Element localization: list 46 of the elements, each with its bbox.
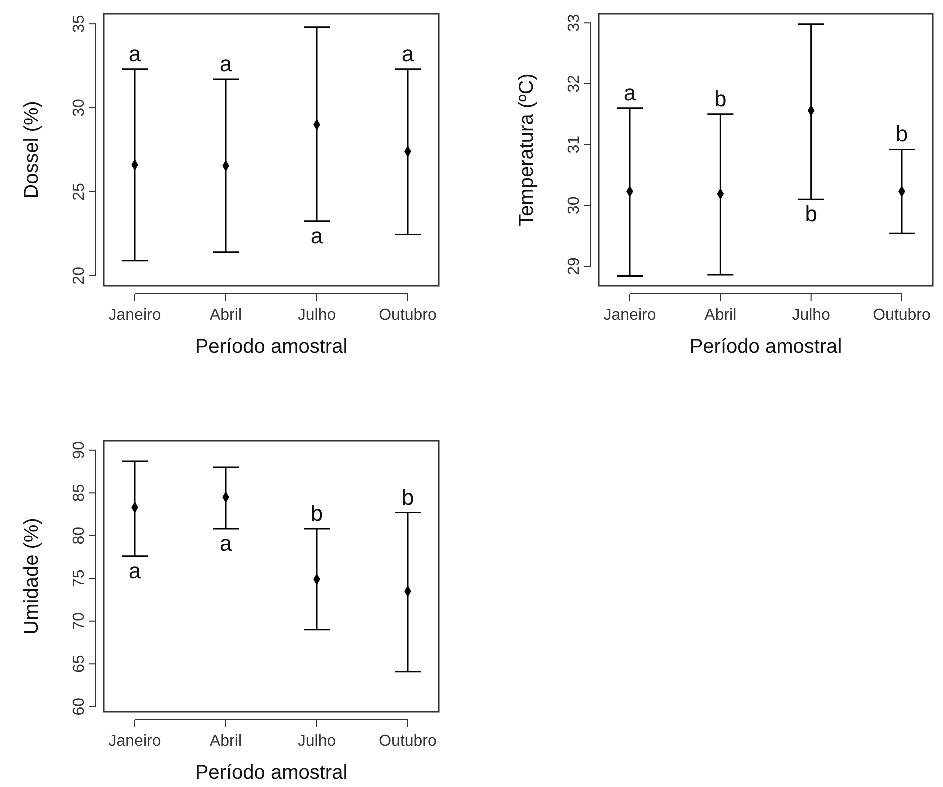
x-tick-label: Abril — [704, 307, 737, 324]
annotation: a — [220, 51, 233, 76]
annotation: a — [402, 41, 415, 66]
x-tick-label: Outubro — [379, 307, 438, 324]
y-tick-label: 70 — [71, 612, 88, 630]
y-tick-label: 75 — [71, 570, 88, 588]
y-tick-label: 29 — [566, 258, 583, 276]
x-tick-label: Janeiro — [604, 307, 656, 324]
x-axis-title: Período amostral — [195, 762, 348, 784]
y-tick-label: 20 — [71, 266, 88, 285]
annotation: a — [220, 531, 233, 556]
x-tick-label: Outubro — [873, 307, 932, 324]
annotation: a — [128, 558, 142, 584]
annotation: a — [624, 80, 637, 106]
x-tick-label: Julho — [298, 307, 336, 324]
annotation: b — [310, 501, 324, 526]
y-tick-label: 30 — [71, 99, 88, 117]
x-axis-title: Período amostral — [690, 336, 842, 358]
y-tick-label: 60 — [71, 698, 88, 716]
y-axis-title: Temperatura (ºC) — [516, 74, 538, 226]
y-axis-title: Dossel (%) — [21, 101, 43, 199]
y-tick-label: 32 — [566, 74, 583, 93]
x-tick-label: Janeiro — [108, 307, 162, 324]
y-tick-label: 31 — [566, 136, 583, 154]
annotation: b — [896, 122, 908, 147]
x-tick-label: Abril — [210, 307, 242, 324]
x-tick-label: Janeiro — [108, 733, 162, 750]
x-tick-label: Outubro — [379, 733, 438, 750]
x-tick-label: Abril — [210, 733, 242, 750]
annotation: b — [402, 484, 414, 510]
y-axis-title: Umidade (%) — [21, 518, 43, 635]
annotation: a — [310, 223, 324, 248]
x-tick-label: Julho — [298, 733, 336, 750]
y-tick-label: 80 — [71, 526, 88, 545]
y-tick-label: 33 — [566, 14, 583, 32]
annotation: b — [714, 86, 727, 112]
x-axis-title: Período amostral — [195, 336, 348, 358]
y-tick-label: 65 — [71, 655, 88, 674]
annotation: a — [128, 41, 142, 66]
y-tick-label: 85 — [71, 484, 88, 502]
y-tick-label: 30 — [566, 196, 583, 215]
y-tick-label: 25 — [71, 182, 88, 201]
y-tick-label: 35 — [71, 15, 88, 33]
y-tick-label: 90 — [71, 441, 88, 460]
annotation: b — [805, 202, 818, 227]
x-tick-label: Julho — [792, 307, 831, 324]
